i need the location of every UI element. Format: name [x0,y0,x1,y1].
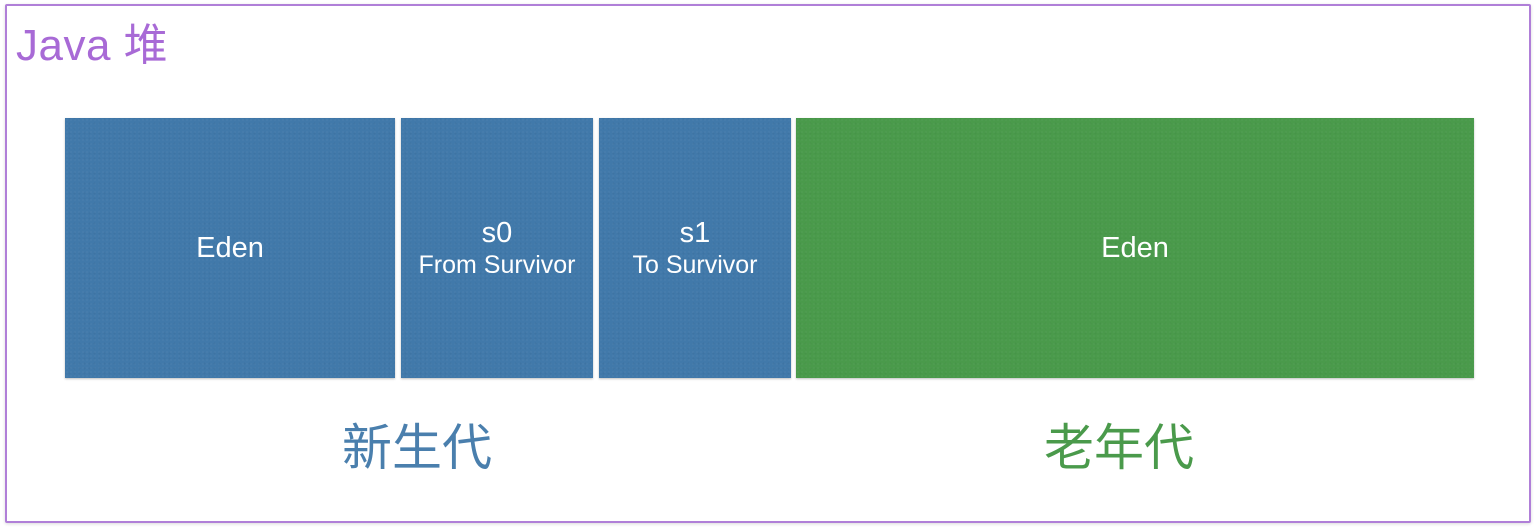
s0-region-subtitle: From Survivor [418,251,576,279]
old-generation-region-label: Eden [1101,232,1169,264]
young-generation-label: 新生代 [342,420,492,476]
eden-region-label: Eden [196,232,264,264]
s1-region: s1 To Survivor [599,118,791,378]
s1-region-subtitle: To Survivor [632,251,758,279]
heap-title: Java 堆 [16,21,169,70]
s0-region-label: s0 [481,217,513,249]
s0-region: s0 From Survivor [401,118,593,378]
old-generation-label: 老年代 [1044,420,1194,476]
old-generation-region: Eden [796,118,1474,378]
s1-region-label: s1 [679,217,711,249]
eden-region: Eden [65,118,395,378]
